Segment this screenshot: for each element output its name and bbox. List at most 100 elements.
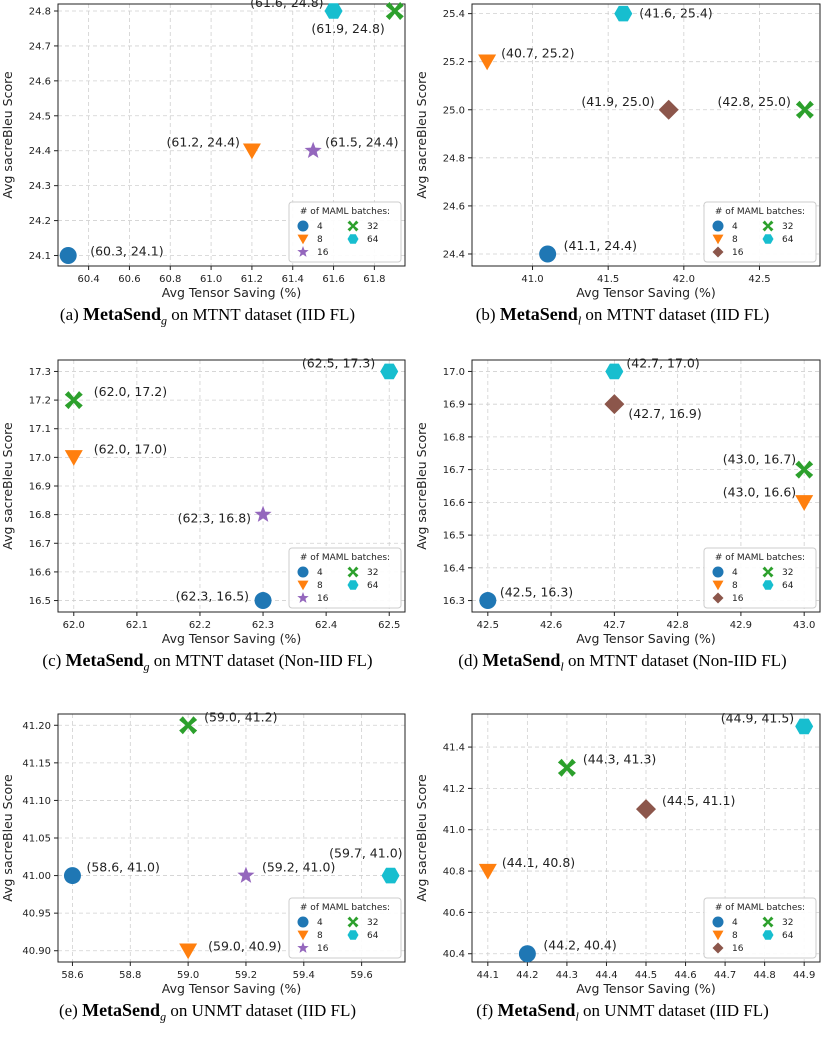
legend-marker-8 xyxy=(297,234,309,245)
legend-label-32: 32 xyxy=(782,222,793,232)
y-tick-label: 16.6 xyxy=(443,498,465,509)
y-tick-label: 24.2 xyxy=(29,216,51,227)
data-point-4-batches xyxy=(63,867,81,885)
y-tick-label: 25.4 xyxy=(443,9,465,20)
caption-subscript: g xyxy=(160,1009,167,1024)
x-tick-label: 42.9 xyxy=(730,620,752,631)
legend-label-4: 4 xyxy=(317,918,323,928)
y-tick-label: 41.15 xyxy=(22,758,51,769)
x-tick-label: 60.8 xyxy=(159,274,181,285)
x-tick-label: 61.6 xyxy=(322,274,344,285)
legend: # of MAML batches: 4 8 16 32 64 xyxy=(703,201,817,263)
legend-label-32: 32 xyxy=(782,568,793,578)
legend-marker-32 xyxy=(762,220,774,232)
legend-marker-4 xyxy=(712,566,724,578)
point-label: (44.3, 41.3) xyxy=(583,752,656,767)
legend-marker-8 xyxy=(297,930,309,941)
point-label: (59.0, 41.2) xyxy=(204,709,277,724)
x-tick-label: 44.1 xyxy=(477,970,499,981)
x-tick-label: 44.2 xyxy=(516,970,538,981)
scatter-chart: 58.6 58.8 59.0 59.2 59.4 59.6 40.90 40.95 41.00 4… xyxy=(0,709,406,996)
legend-marker-32 xyxy=(762,916,774,928)
legend-marker-16 xyxy=(297,942,309,953)
y-axis-label: Avg sacreBleu Score xyxy=(414,71,429,199)
figure-caption: (d) MetaSendl on MTNT dataset (Non-IID F… xyxy=(415,650,830,674)
point-label: (44.5, 41.1) xyxy=(662,793,735,808)
legend-marker-32 xyxy=(347,566,359,578)
point-label: (59.7, 41.0) xyxy=(329,846,402,861)
data-point-8-batches xyxy=(179,943,198,960)
legend: # of MAML batches: 4 8 16 32 64 xyxy=(703,897,817,959)
data-point-32-batches xyxy=(557,758,576,777)
chart-panel-d: 42.5 42.6 42.7 42.8 42.9 43.0 16.3 16.4 16.5 16.6… xyxy=(414,346,830,692)
legend-marker-8 xyxy=(712,930,724,941)
caption-label: (b) xyxy=(475,305,500,324)
legend-label-8: 8 xyxy=(732,931,738,941)
data-point-8-batches xyxy=(64,450,83,466)
x-tick-label: 61.4 xyxy=(282,274,304,285)
legend-marker-16 xyxy=(712,942,724,954)
legend-label-16: 16 xyxy=(732,594,744,604)
legend-marker-32 xyxy=(347,916,359,928)
x-axis-label: Avg Tensor Saving (%) xyxy=(162,981,301,996)
legend-label-4: 4 xyxy=(732,222,738,232)
caption-method: MetaSend xyxy=(497,1000,576,1020)
legend: # of MAML batches: 4 8 16 32 64 xyxy=(703,547,817,609)
legend-box xyxy=(288,897,402,959)
data-point-16-batches xyxy=(304,141,322,158)
point-label: (62.0, 17.0) xyxy=(94,441,167,456)
y-tick-label: 24.1 xyxy=(29,251,51,262)
y-tick-label: 16.3 xyxy=(443,596,465,607)
x-tick-label: 44.7 xyxy=(714,970,736,981)
x-tick-label: 42.6 xyxy=(540,620,562,631)
x-tick-label: 42.7 xyxy=(603,620,625,631)
legend-box xyxy=(288,547,402,609)
y-tick-label: 24.4 xyxy=(443,249,465,260)
legend-label-4: 4 xyxy=(317,568,323,578)
y-tick-label: 16.7 xyxy=(29,539,51,550)
y-tick-label: 40.6 xyxy=(443,908,465,919)
legend-label-16: 16 xyxy=(317,594,329,604)
x-tick-label: 62.5 xyxy=(378,620,400,631)
caption-method: MetaSend xyxy=(482,650,561,670)
y-axis-label: Avg sacreBleu Score xyxy=(0,422,15,550)
legend-marker-64 xyxy=(347,930,359,940)
legend-label-4: 4 xyxy=(317,222,323,232)
scatter-chart: 62.0 62.1 62.2 62.3 62.4 62.5 16.5 16.6 16.7 16.8… xyxy=(0,355,406,646)
data-point-4-batches xyxy=(479,592,497,610)
legend-title: # of MAML batches: xyxy=(715,207,805,217)
caption-method: MetaSend xyxy=(83,304,162,324)
data-point-64-batches xyxy=(795,718,814,735)
legend-marker-8 xyxy=(712,234,724,245)
data-point-4-batches xyxy=(539,245,557,263)
legend-marker-4 xyxy=(297,566,309,578)
legend-marker-64 xyxy=(762,234,774,244)
point-label: (42.7, 16.9) xyxy=(628,406,701,421)
x-tick-label: 62.2 xyxy=(189,620,211,631)
point-label: (41.9, 25.0) xyxy=(581,94,654,109)
point-label: (42.7, 17.0) xyxy=(626,355,699,370)
point-label: (41.1, 24.4) xyxy=(564,238,637,253)
y-tick-label: 24.8 xyxy=(443,153,465,164)
legend-title: # of MAML batches: xyxy=(300,903,390,913)
caption-text: on MTNT dataset (IID FL) xyxy=(167,305,356,324)
y-tick-label: 24.6 xyxy=(443,201,465,212)
x-tick-label: 59.6 xyxy=(350,970,372,981)
y-tick-label: 16.9 xyxy=(443,400,465,411)
legend-marker-32 xyxy=(762,566,774,578)
legend-label-4: 4 xyxy=(732,918,738,928)
point-label: (59.0, 40.9) xyxy=(208,939,281,954)
legend-label-16: 16 xyxy=(732,944,744,954)
legend-label-64: 64 xyxy=(782,235,794,245)
data-point-4-batches xyxy=(254,592,272,610)
caption-text: on UNMT dataset (IID FL) xyxy=(166,1001,357,1020)
y-axis-label: Avg sacreBleu Score xyxy=(414,774,429,902)
x-tick-label: 44.3 xyxy=(556,970,578,981)
caption-text: on MTNT dataset (Non-IID FL) xyxy=(149,651,373,670)
legend-box xyxy=(288,201,402,263)
y-tick-label: 16.5 xyxy=(443,531,465,542)
legend-label-8: 8 xyxy=(732,581,738,591)
legend-box xyxy=(703,201,817,263)
x-tick-label: 42.8 xyxy=(667,620,689,631)
y-tick-label: 16.8 xyxy=(29,510,51,521)
